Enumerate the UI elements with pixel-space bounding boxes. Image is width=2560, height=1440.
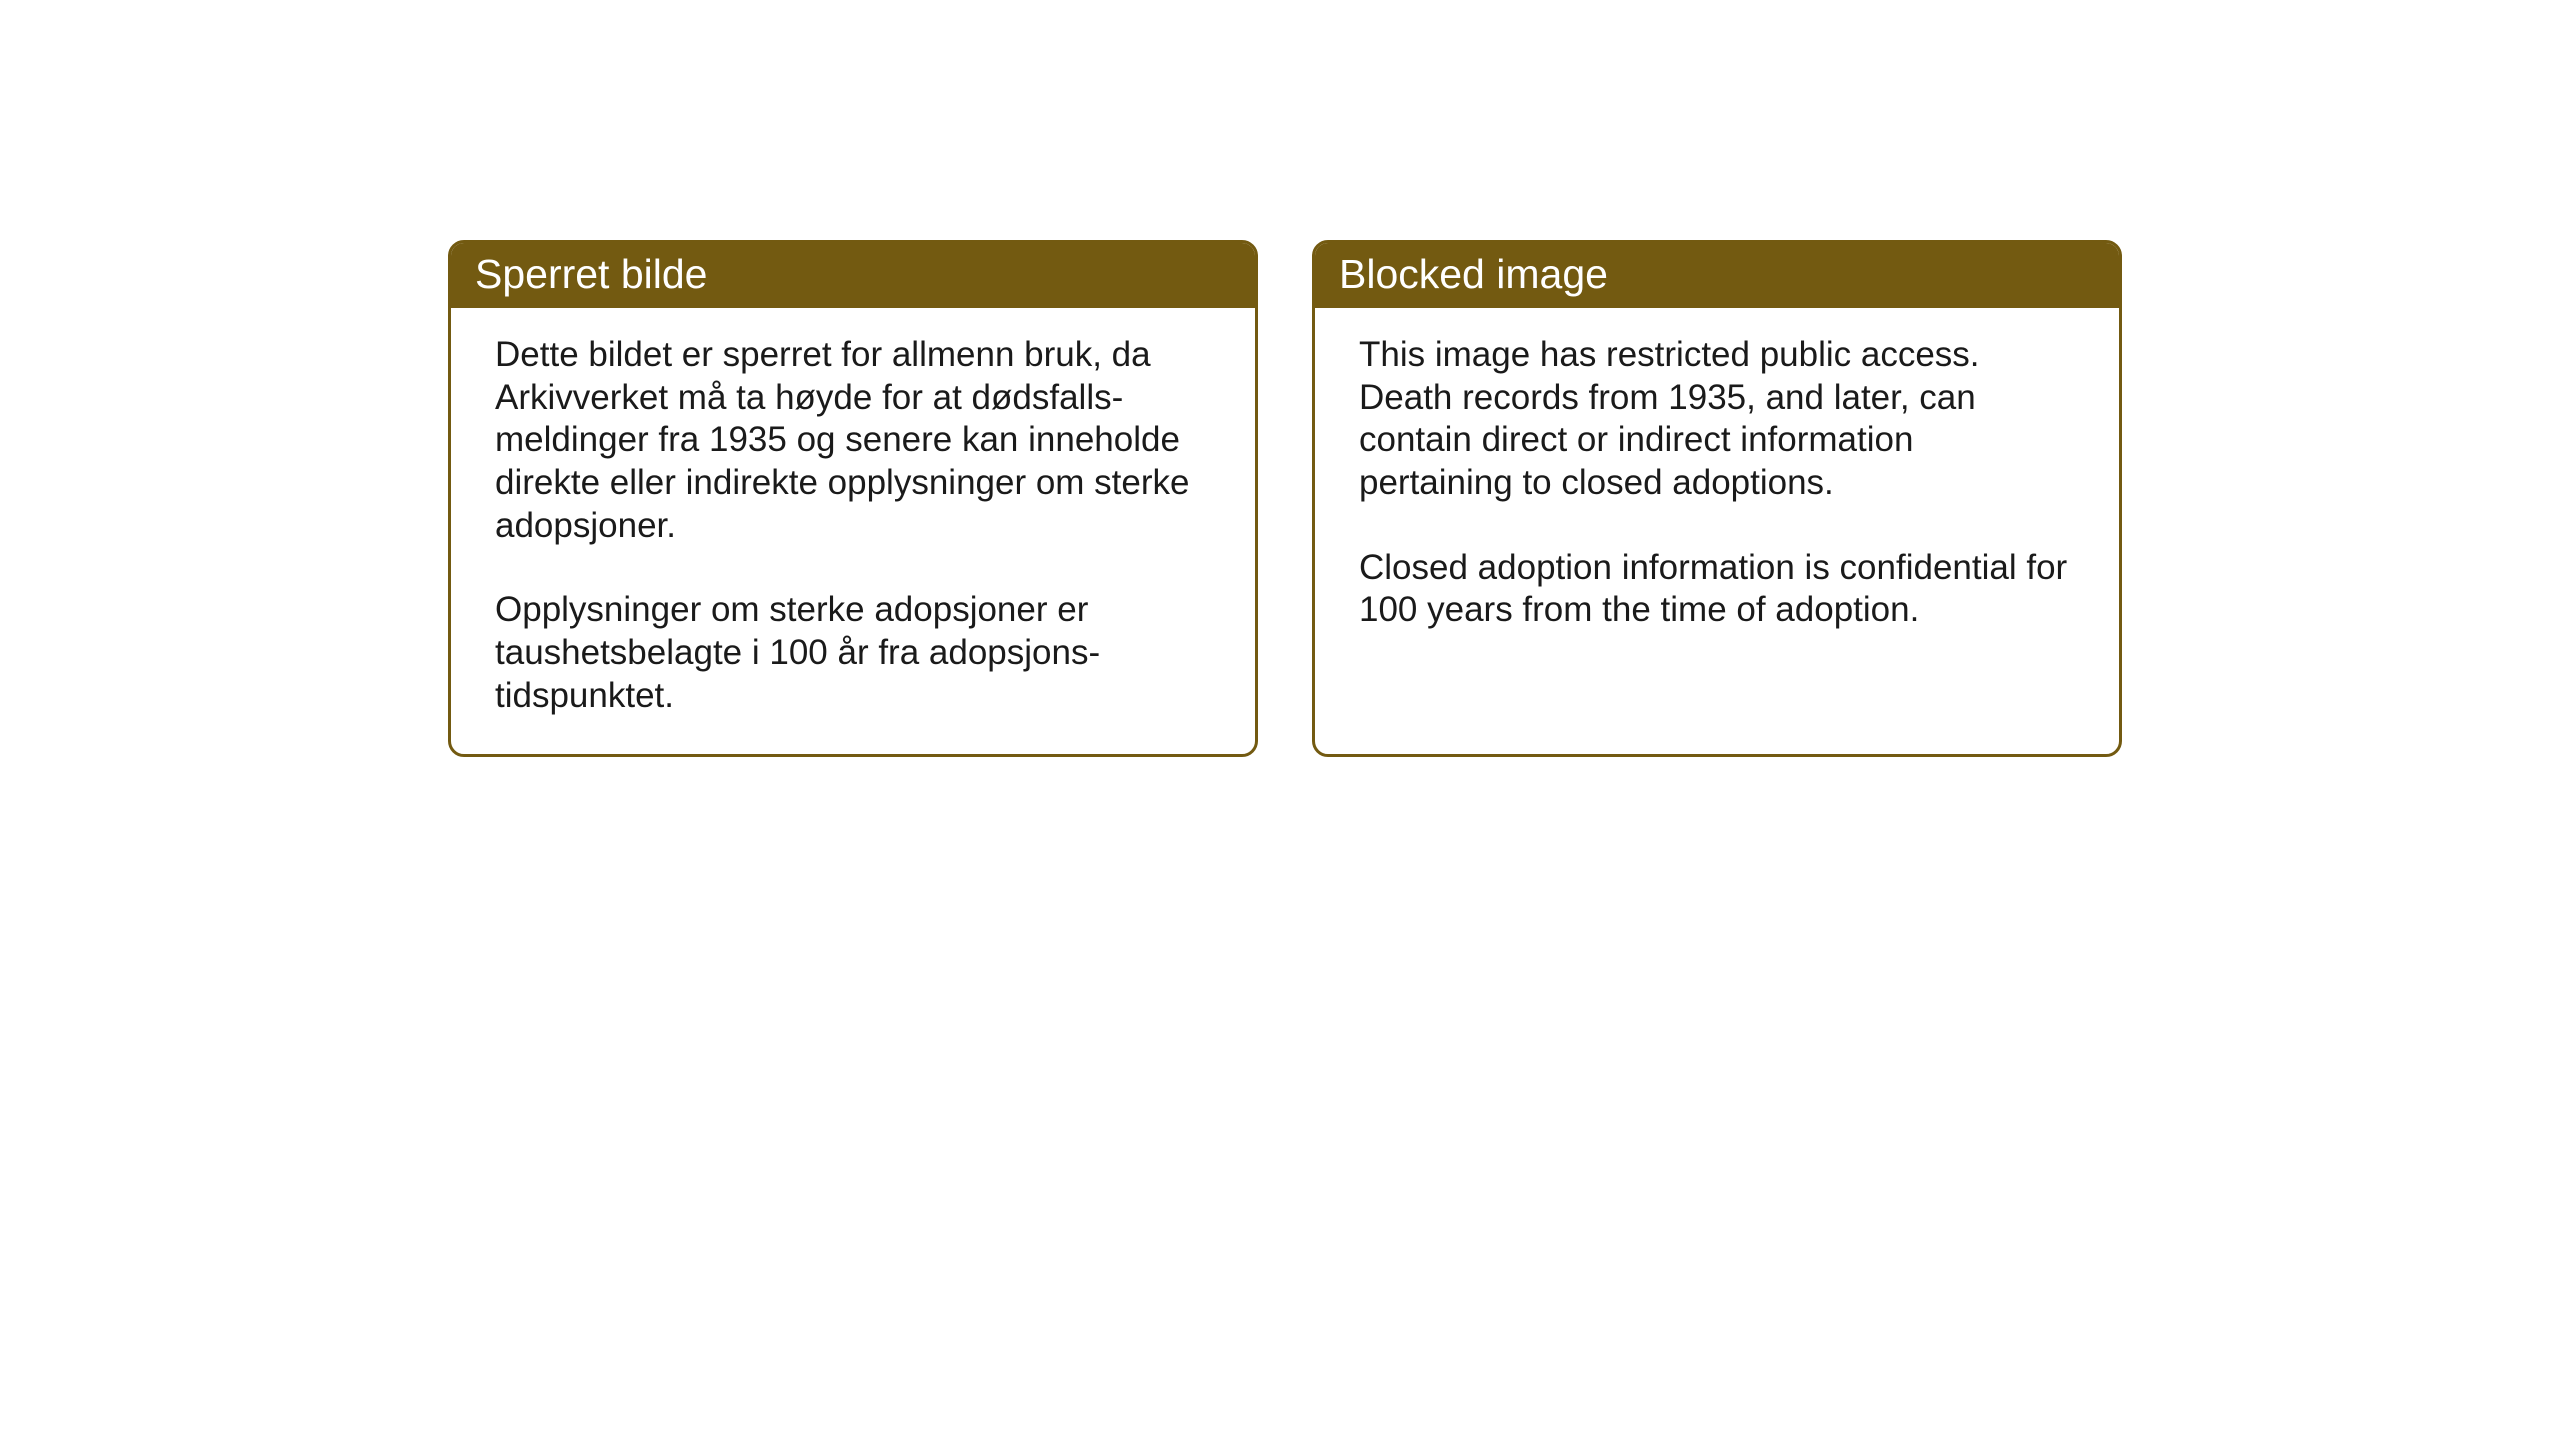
notice-box-norwegian: Sperret bilde Dette bildet er sperret fo… [448, 240, 1258, 757]
notice-title-english: Blocked image [1339, 251, 1608, 297]
notice-paragraph-2-norwegian: Opplysninger om sterke adopsjoner er tau… [495, 589, 1211, 717]
notice-header-english: Blocked image [1315, 243, 2119, 308]
notice-box-english: Blocked image This image has restricted … [1312, 240, 2122, 757]
notice-container: Sperret bilde Dette bildet er sperret fo… [448, 240, 2122, 757]
notice-body-english: This image has restricted public access.… [1315, 308, 2119, 752]
notice-paragraph-2-english: Closed adoption information is confident… [1359, 547, 2075, 632]
notice-paragraph-1-norwegian: Dette bildet er sperret for allmenn bruk… [495, 334, 1211, 547]
notice-paragraph-1-english: This image has restricted public access.… [1359, 334, 2075, 505]
notice-body-norwegian: Dette bildet er sperret for allmenn bruk… [451, 308, 1255, 754]
notice-title-norwegian: Sperret bilde [475, 251, 707, 297]
notice-header-norwegian: Sperret bilde [451, 243, 1255, 308]
